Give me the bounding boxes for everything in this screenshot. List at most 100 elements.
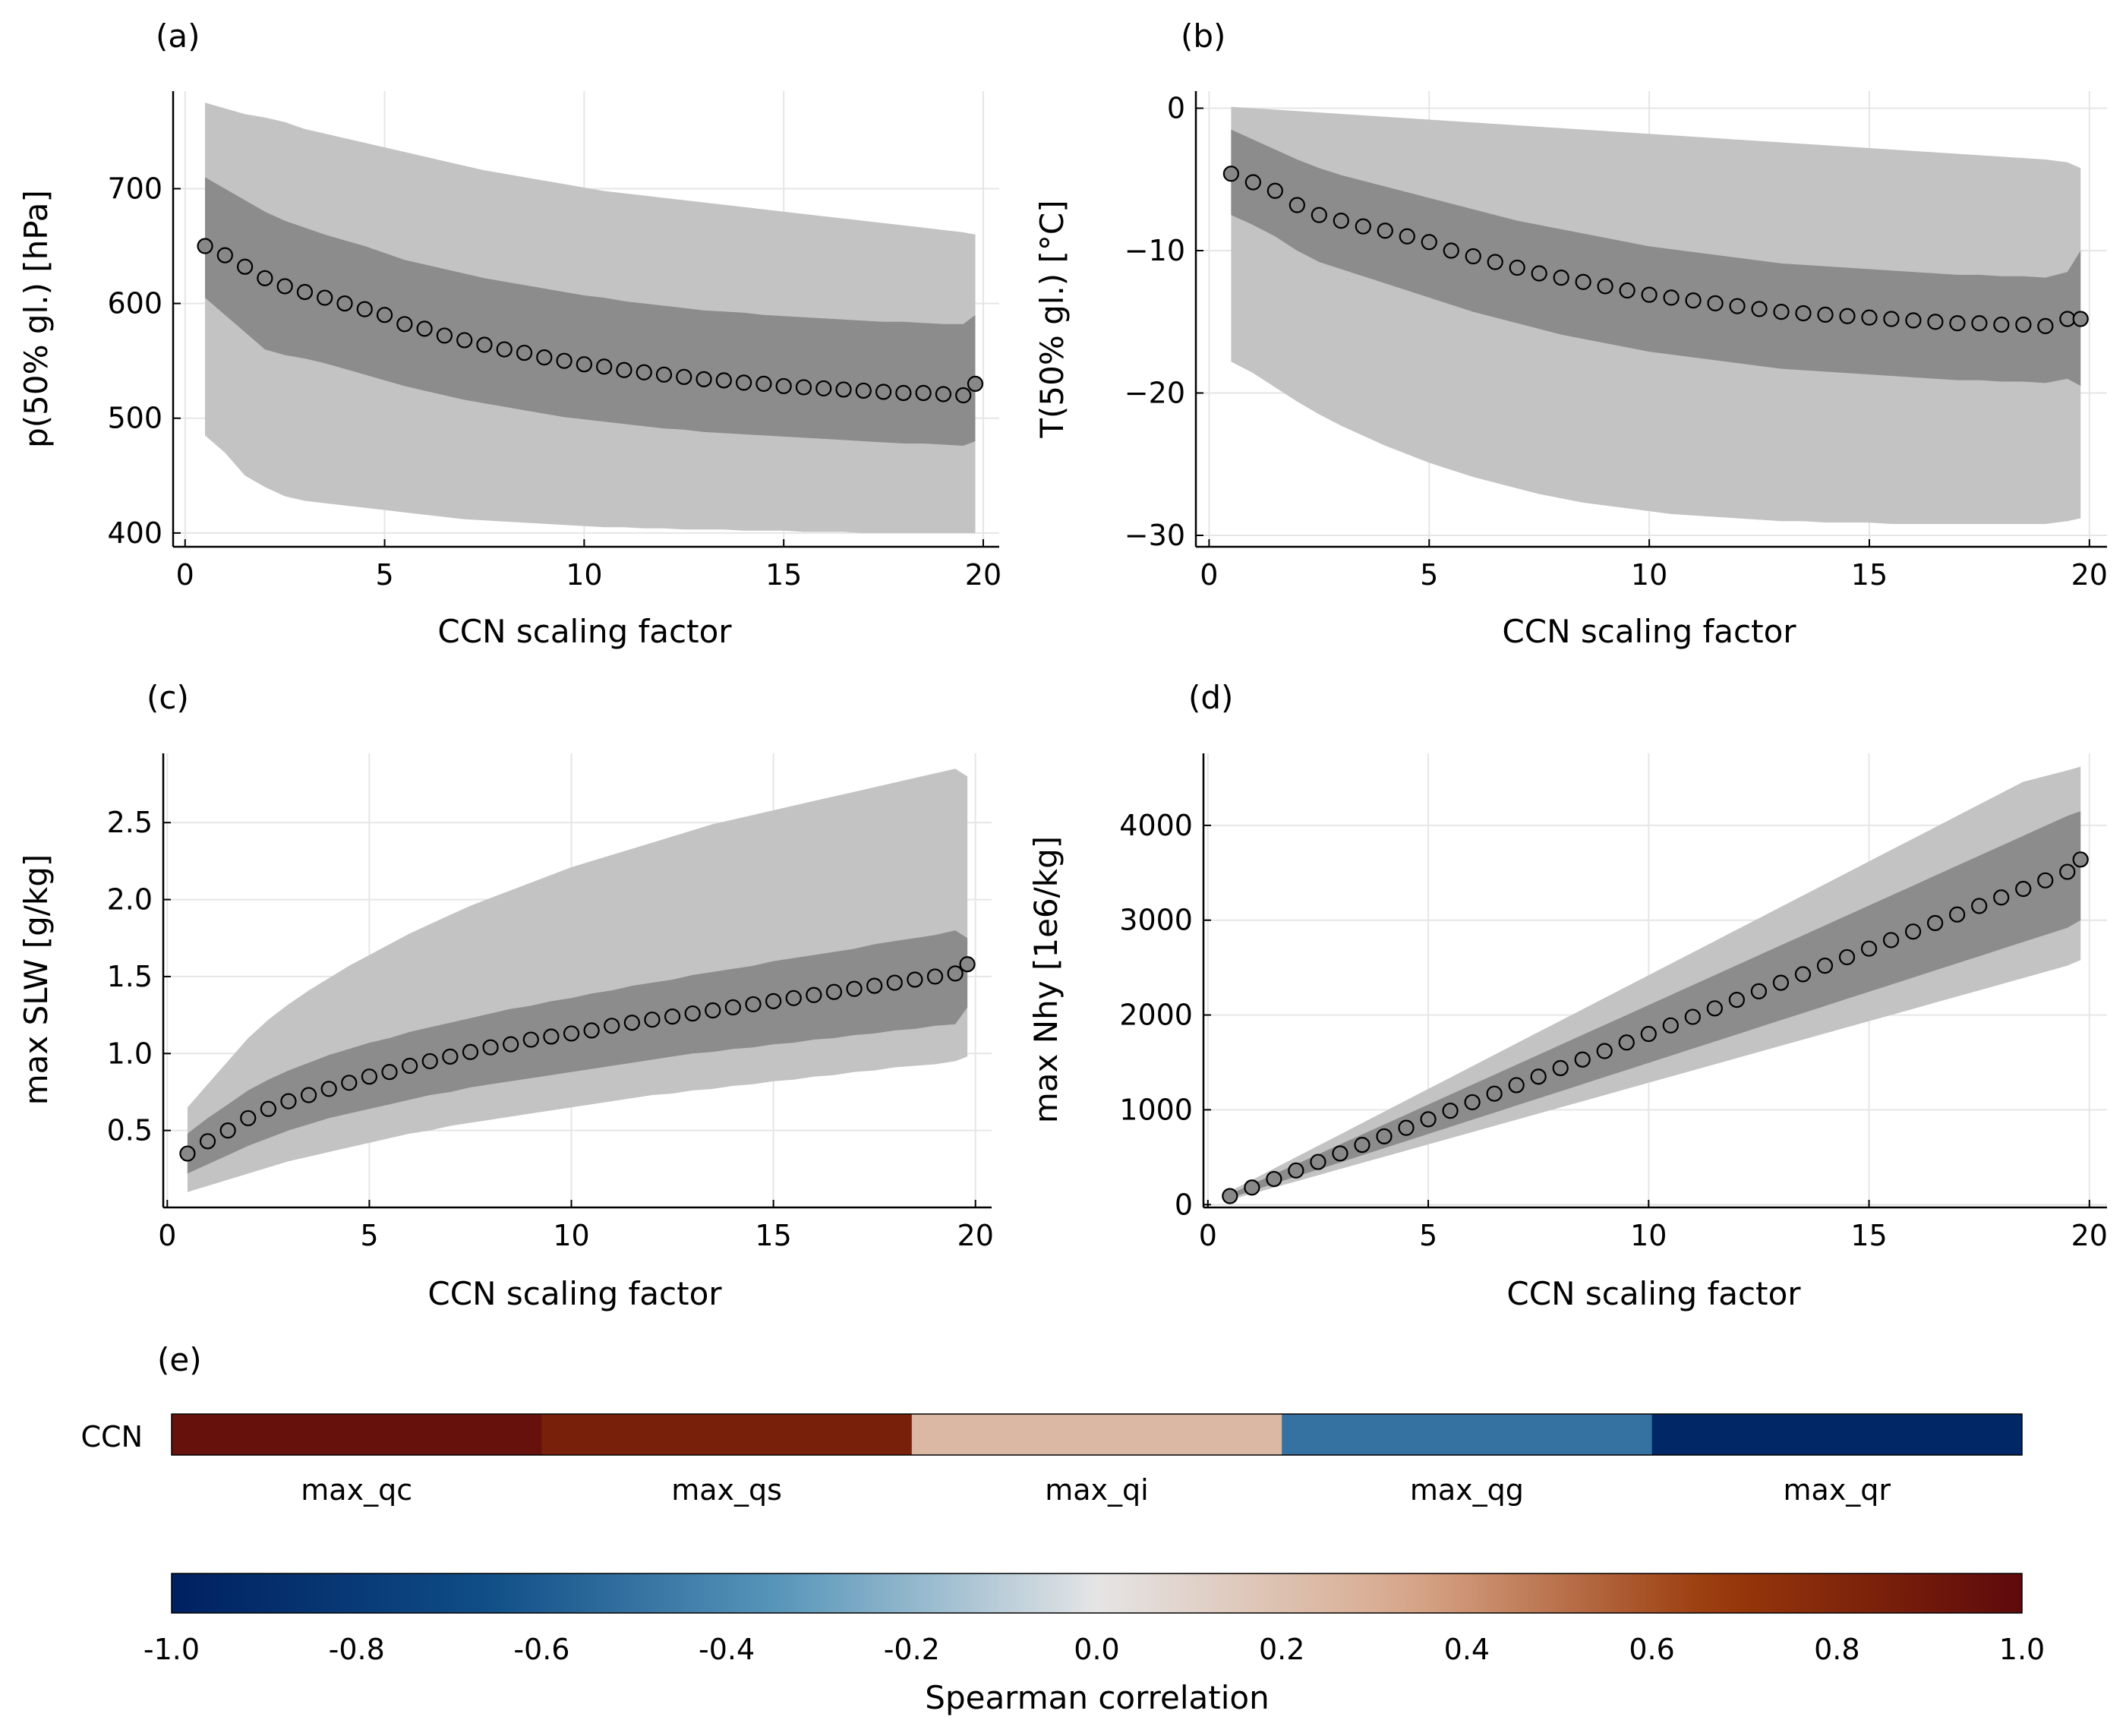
panel-c: (c) 0 5 10 15 20 0.5 1.0 1.5 2.0 2.5 CCN scaling …	[17, 679, 994, 1312]
colorbar-tick-label: -0.8	[329, 1633, 385, 1666]
y-tick-label: 2000	[1119, 999, 1193, 1032]
data-point	[1860, 940, 1878, 957]
y-tick-label: 0.5	[107, 1114, 153, 1147]
data-point	[1355, 218, 1371, 235]
x-tick-label: 15	[755, 1219, 791, 1252]
panel-d-ylabel: max Nhy [1e6/kg]	[1027, 836, 1065, 1123]
data-point	[1266, 182, 1283, 199]
plot-c: 0 5 10 15 20 0.5 1.0 1.5 2.0 2.5	[107, 753, 994, 1252]
panel-d: (d) 0 5 10 15 20 0 1000 2000 3000 4000 CCN scalin…	[1027, 679, 2108, 1312]
data-point	[1310, 1154, 1326, 1170]
panel-d-label: (d)	[1188, 679, 1233, 716]
data-point	[795, 379, 812, 396]
data-point	[240, 1109, 257, 1127]
data-point	[959, 956, 976, 973]
y-tick-label: 2.5	[107, 806, 153, 839]
data-point	[604, 1018, 620, 1034]
data-point	[361, 1068, 378, 1085]
panel-e: (e) CCN max_qc max_qs max_qi max_qg max_qr -…	[81, 1341, 2046, 1716]
data-point	[1442, 1103, 1459, 1119]
data-point	[300, 1087, 317, 1103]
data-point	[280, 1093, 297, 1109]
heatmap-cell	[911, 1414, 1282, 1455]
plot-b: 0 5 10 15 20 −30 −20 −10 0	[1125, 91, 2108, 592]
colorbar-tick-label: -0.2	[884, 1633, 940, 1666]
colorbar-tick-label: 1.0	[1999, 1633, 2045, 1666]
x-tick-label: 10	[553, 1219, 589, 1252]
data-point	[895, 384, 912, 402]
data-point	[915, 384, 932, 402]
data-point	[775, 377, 792, 395]
data-point	[536, 349, 553, 366]
data-point	[1773, 304, 1790, 320]
data-point	[1662, 1017, 1679, 1034]
data-point	[1377, 223, 1393, 239]
data-point	[907, 971, 923, 988]
data-point	[1927, 914, 1944, 932]
data-point	[1729, 298, 1746, 314]
y-tick-label: −30	[1125, 519, 1185, 552]
data-point	[1597, 278, 1613, 295]
x-tick-label: 5	[1420, 558, 1438, 592]
panel-e-label: (e)	[157, 1341, 202, 1378]
data-point	[806, 986, 822, 1003]
panel-c-ylabel: max SLW [g/kg]	[17, 854, 55, 1106]
data-point	[2072, 851, 2089, 868]
data-point	[1861, 309, 1878, 326]
inner-band	[187, 930, 968, 1174]
data-point	[926, 968, 944, 985]
data-point	[1333, 213, 1349, 229]
data-point	[1993, 316, 2010, 333]
data-point	[866, 977, 883, 994]
data-point	[664, 1008, 681, 1025]
data-point	[1618, 1034, 1635, 1051]
data-point	[320, 1081, 337, 1097]
colorbar-tick-label: 0.0	[1074, 1633, 1119, 1666]
data-point	[516, 344, 533, 361]
data-point	[825, 983, 843, 1000]
data-point	[556, 352, 573, 369]
data-point	[496, 341, 513, 358]
data-point	[436, 327, 453, 344]
data-point	[2015, 316, 2032, 333]
x-tick-label: 0	[1200, 558, 1218, 592]
data-point	[199, 1133, 216, 1150]
plot-d: 0 5 10 15 20 0 1000 2000 3000 4000	[1119, 753, 2108, 1252]
colorbar: -1.0 -0.8 -0.6 -0.4 -0.2 0.0 0.2 0.4 0.6 0.8 1.0	[144, 1573, 2045, 1666]
data-point	[1971, 315, 1988, 332]
data-point	[596, 358, 613, 375]
x-tick-label: 5	[1419, 1219, 1437, 1252]
data-point	[257, 270, 273, 286]
data-point	[1552, 1059, 1569, 1077]
data-point	[696, 371, 712, 387]
colorbar-tick-label: -0.6	[513, 1633, 569, 1666]
data-point	[2059, 311, 2076, 327]
x-tick-label: 20	[965, 558, 1001, 592]
panel-b-ylabel: T(50% gl.) [°C]	[1033, 200, 1071, 438]
x-tick-label: 0	[158, 1219, 176, 1252]
data-point	[1728, 991, 1745, 1008]
data-point	[636, 364, 652, 380]
data-point	[381, 1064, 398, 1081]
y-tick-label: 0	[1175, 1188, 1193, 1221]
data-point	[1596, 1043, 1613, 1059]
data-point	[416, 320, 433, 337]
data-point	[260, 1100, 276, 1117]
data-point	[1684, 1008, 1701, 1025]
data-point	[855, 382, 872, 399]
data-point	[1509, 259, 1525, 276]
heatmap-column-label: max_qr	[1784, 1473, 1891, 1507]
data-point	[583, 1022, 600, 1039]
data-point	[1750, 983, 1768, 999]
y-tick-label: 500	[107, 402, 162, 435]
heatmap-row-label: CCN	[81, 1420, 144, 1454]
data-point	[1421, 234, 1437, 251]
y-tick-label: 1.0	[107, 1037, 153, 1070]
data-point	[1883, 311, 1900, 327]
data-point	[765, 993, 782, 1009]
y-tick-label: 1.5	[107, 960, 153, 993]
data-point	[1949, 906, 1966, 923]
data-point	[935, 386, 952, 402]
data-point	[1354, 1137, 1371, 1154]
data-point	[1795, 305, 1812, 322]
